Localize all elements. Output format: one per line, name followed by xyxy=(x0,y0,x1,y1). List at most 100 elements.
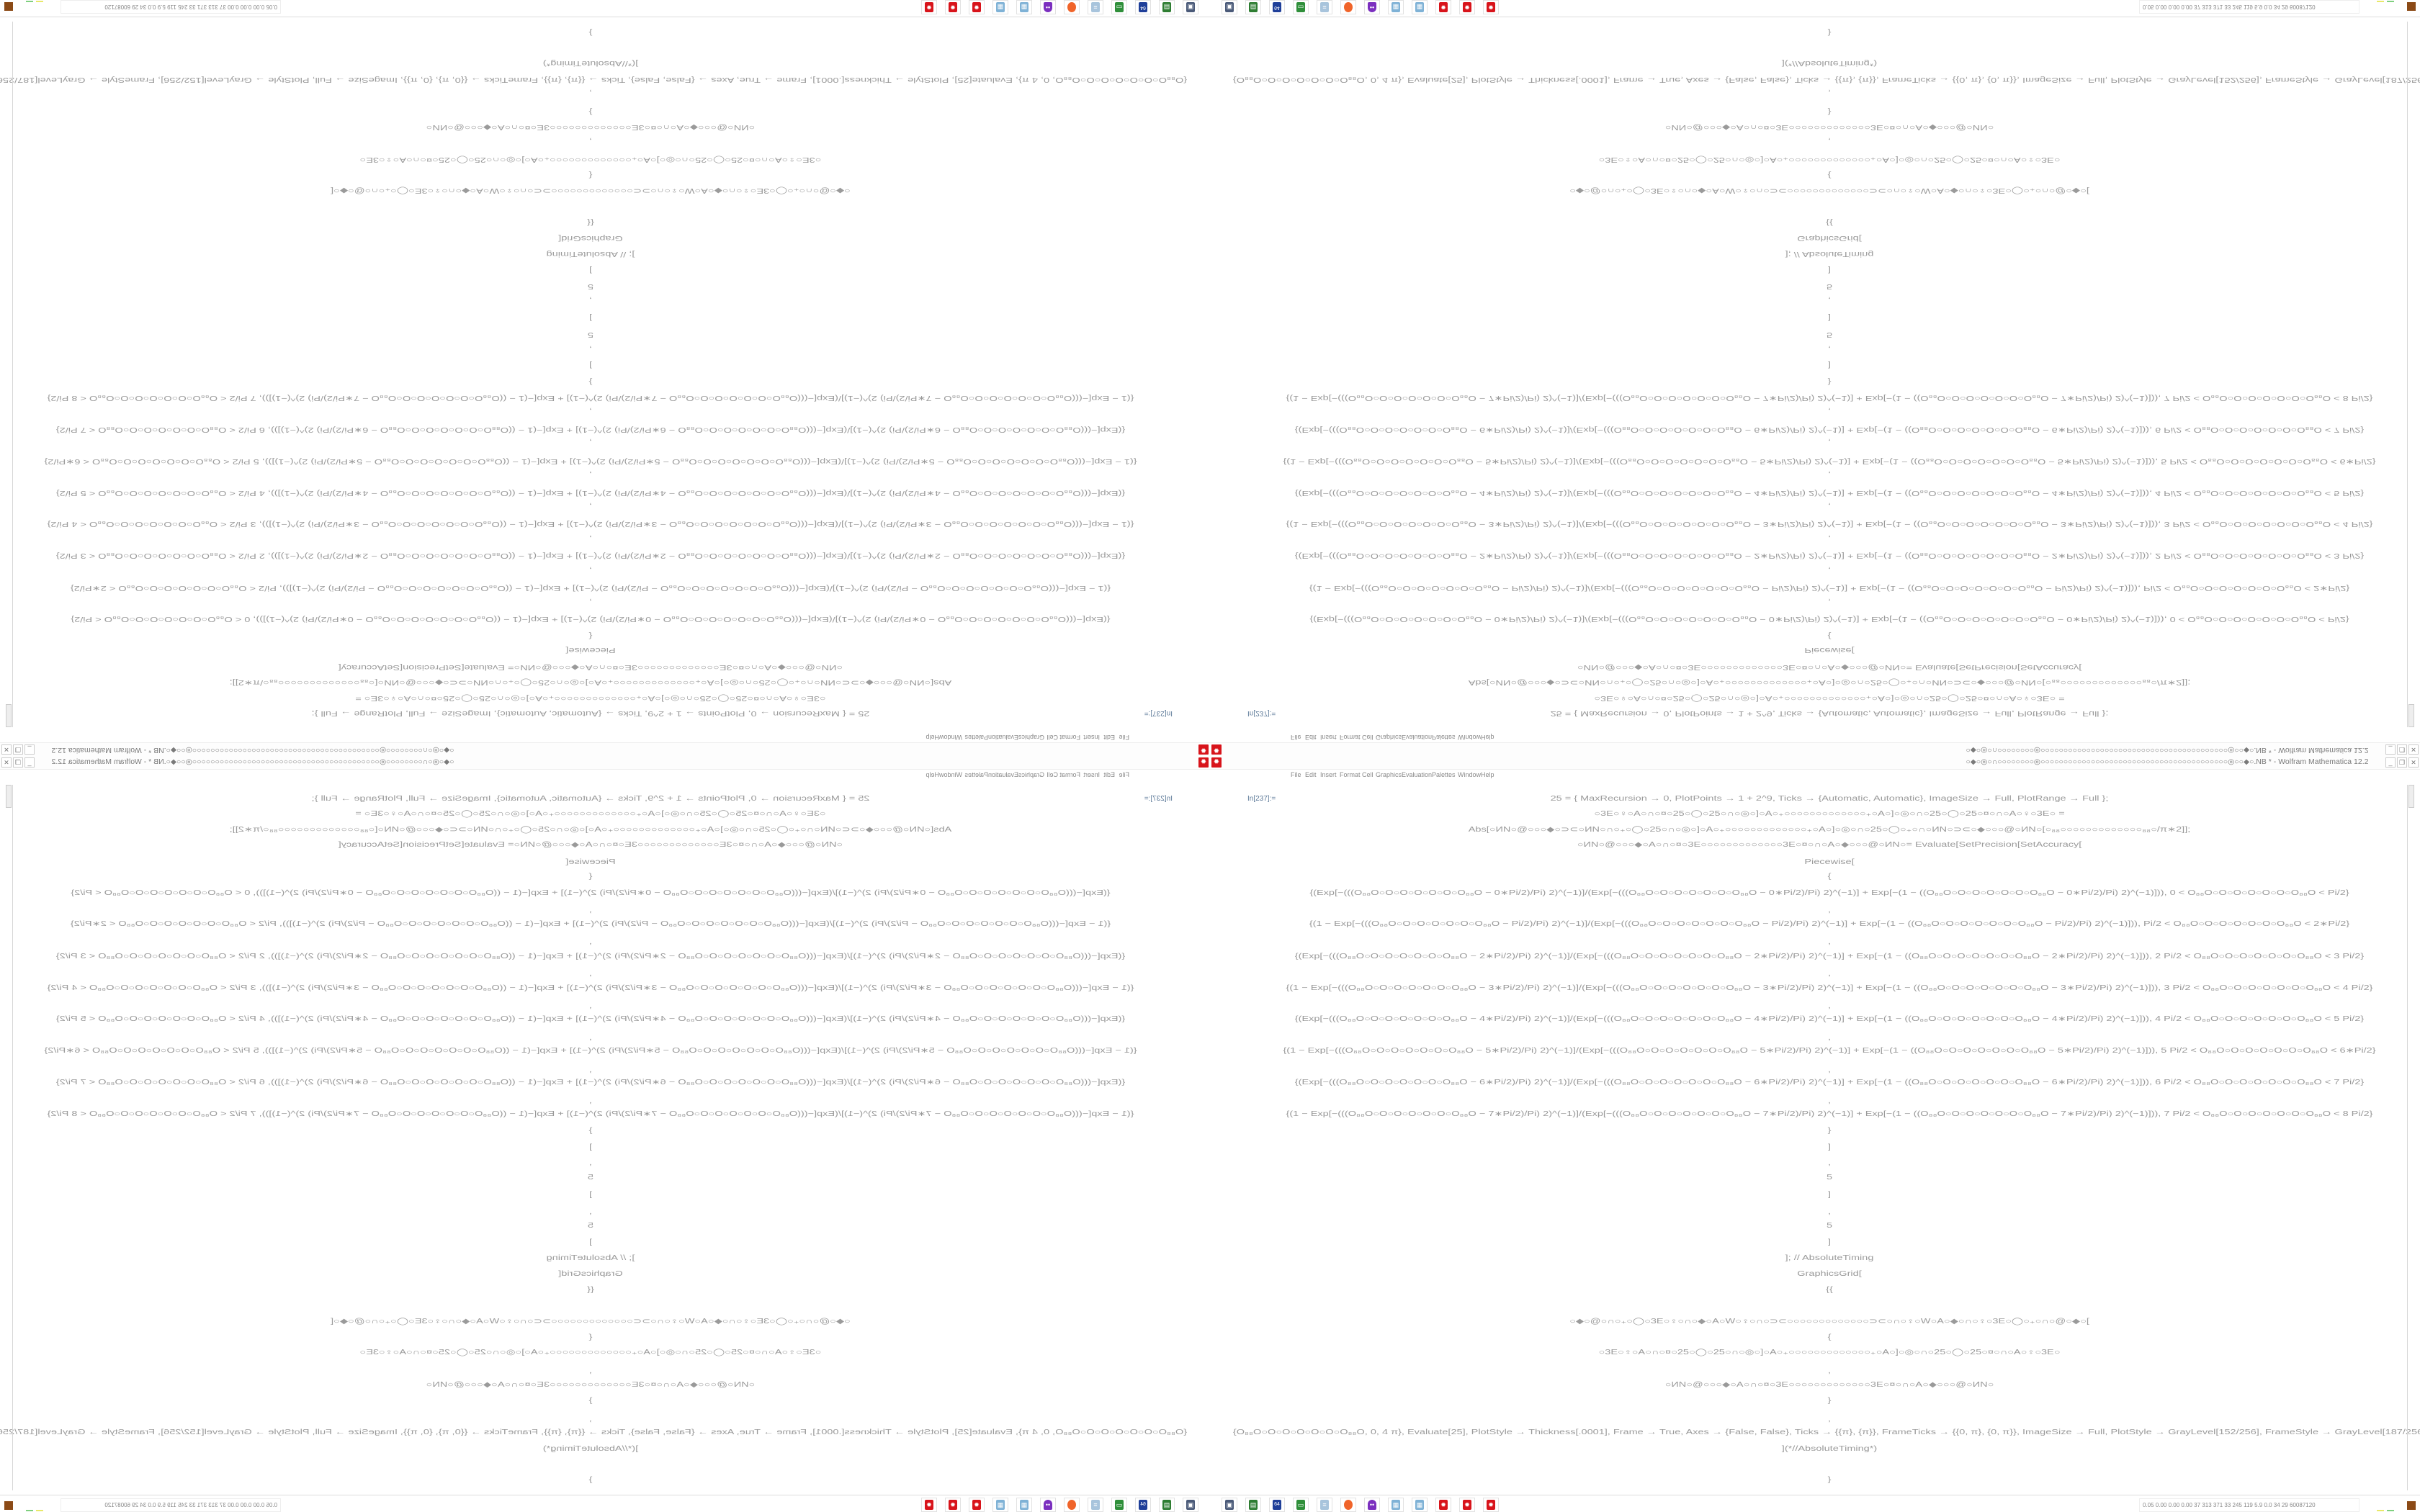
taskbar-terminal[interactable]: ▭ xyxy=(1111,0,1127,14)
taskbar-terminal[interactable]: ▭ xyxy=(1293,1498,1309,1512)
menu-file[interactable]: File xyxy=(1119,771,1129,778)
menu-window[interactable]: Window xyxy=(938,734,962,741)
menu-evaluation[interactable]: Evaluation xyxy=(987,734,1018,741)
taskbar-notepad[interactable]: ≡ xyxy=(1088,0,1103,14)
taskbar-floppy[interactable]: 64 xyxy=(1135,1498,1151,1512)
taskbar-calculator[interactable]: ▦ xyxy=(1016,1498,1032,1512)
taskbar-mathematica[interactable]: ✹ xyxy=(945,1498,961,1512)
taskbar-terminal[interactable]: ▭ xyxy=(1111,1498,1127,1512)
close-button[interactable]: ✕ xyxy=(2408,757,2419,768)
menu-palettes[interactable]: Palettes xyxy=(964,734,988,741)
menu-format[interactable]: Format xyxy=(1340,771,1361,778)
menu-palettes[interactable]: Palettes xyxy=(1432,771,1456,778)
minimize-button[interactable]: _ xyxy=(2385,757,2396,768)
taskbar-green-device[interactable]: ▤ xyxy=(1159,1498,1175,1512)
taskbar-video-monitor[interactable]: ▣ xyxy=(1222,0,1237,14)
menu-evaluation[interactable]: Evaluation xyxy=(1402,734,1433,741)
vertical-scrollbar[interactable] xyxy=(2407,22,2414,727)
taskbar-calculator[interactable]: ▦ xyxy=(992,0,1008,14)
minimize-button[interactable]: _ xyxy=(24,744,35,755)
menu-cell[interactable]: Cell xyxy=(1047,771,1058,778)
taskbar-terminal[interactable]: ▭ xyxy=(1293,0,1309,14)
menu-edit[interactable]: Edit xyxy=(1305,771,1317,778)
taskbar-firefox[interactable] xyxy=(1064,0,1080,14)
menu-file[interactable]: File xyxy=(1291,771,1301,778)
menu-format[interactable]: Format xyxy=(1059,734,1080,741)
menu-insert[interactable]: Insert xyxy=(1320,734,1337,741)
taskbar-floppy[interactable]: 64 xyxy=(1269,0,1285,14)
menu-edit[interactable]: Edit xyxy=(1103,734,1115,741)
taskbar-notepad[interactable]: ≡ xyxy=(1317,0,1332,14)
taskbar-mathematica[interactable]: ✹ xyxy=(1435,1498,1451,1512)
taskbar-firefox[interactable] xyxy=(1064,1498,1080,1512)
vertical-scrollbar[interactable] xyxy=(6,22,13,727)
menu-cell[interactable]: Cell xyxy=(1362,734,1373,741)
taskbar-ghost-app[interactable]: •• xyxy=(1040,1498,1056,1512)
taskbar-mathematica[interactable]: ✹ xyxy=(1483,0,1499,14)
menu-cell[interactable]: Cell xyxy=(1047,734,1058,741)
menu-format[interactable]: Format xyxy=(1059,771,1080,778)
scrollbar-thumb[interactable] xyxy=(2408,785,2414,808)
restore-button[interactable]: ❐ xyxy=(2397,744,2407,755)
menu-file[interactable]: File xyxy=(1119,734,1129,741)
menu-insert[interactable]: Insert xyxy=(1320,771,1337,778)
menu-evaluation[interactable]: Evaluation xyxy=(987,771,1018,778)
menu-graphics[interactable]: Graphics xyxy=(1018,734,1044,741)
menu-evaluation[interactable]: Evaluation xyxy=(1402,771,1433,778)
menu-palettes[interactable]: Palettes xyxy=(1432,734,1456,741)
taskbar-video-monitor[interactable]: ▣ xyxy=(1183,0,1198,14)
restore-button[interactable]: ❐ xyxy=(13,757,23,768)
close-button[interactable]: ✕ xyxy=(2408,744,2419,755)
close-button[interactable]: ✕ xyxy=(1,757,12,768)
menu-help[interactable]: Help xyxy=(1481,771,1494,778)
taskbar-mathematica[interactable]: ✹ xyxy=(969,0,985,14)
scrollbar-thumb[interactable] xyxy=(2408,704,2414,727)
taskbar-ghost-app[interactable]: •• xyxy=(1040,0,1056,14)
menu-graphics[interactable]: Graphics xyxy=(1018,771,1044,778)
close-button[interactable]: ✕ xyxy=(1,744,12,755)
restore-button[interactable]: ❐ xyxy=(2397,757,2407,768)
taskbar-mathematica[interactable]: ✹ xyxy=(1483,1498,1499,1512)
vertical-scrollbar[interactable] xyxy=(6,785,13,1490)
menu-edit[interactable]: Edit xyxy=(1305,734,1317,741)
menu-help[interactable]: Help xyxy=(926,734,939,741)
taskbar-notepad[interactable]: ≡ xyxy=(1088,1498,1103,1512)
menu-insert[interactable]: Insert xyxy=(1083,734,1100,741)
taskbar-mathematica[interactable]: ✹ xyxy=(945,0,961,14)
menu-window[interactable]: Window xyxy=(938,771,962,778)
taskbar-mathematica[interactable]: ✹ xyxy=(1459,0,1475,14)
taskbar-green-device[interactable]: ▤ xyxy=(1245,1498,1261,1512)
taskbar-ghost-app[interactable]: •• xyxy=(1364,1498,1380,1512)
menu-format[interactable]: Format xyxy=(1340,734,1361,741)
taskbar-mathematica[interactable]: ✹ xyxy=(921,1498,937,1512)
menu-graphics[interactable]: Graphics xyxy=(1376,734,1402,741)
taskbar-mathematica[interactable]: ✹ xyxy=(969,1498,985,1512)
menu-cell[interactable]: Cell xyxy=(1362,771,1373,778)
taskbar-mathematica[interactable]: ✹ xyxy=(1435,0,1451,14)
restore-button[interactable]: ❐ xyxy=(13,744,23,755)
menu-file[interactable]: File xyxy=(1291,734,1301,741)
taskbar-calculator[interactable]: ▦ xyxy=(1388,1498,1404,1512)
taskbar-calculator[interactable]: ▦ xyxy=(1412,0,1428,14)
menu-edit[interactable]: Edit xyxy=(1103,771,1115,778)
taskbar-floppy[interactable]: 64 xyxy=(1269,1498,1285,1512)
taskbar-mathematica[interactable]: ✹ xyxy=(921,0,937,14)
menu-help[interactable]: Help xyxy=(1481,734,1494,741)
scrollbar-thumb[interactable] xyxy=(6,785,12,808)
menu-palettes[interactable]: Palettes xyxy=(964,771,988,778)
taskbar-calculator[interactable]: ▦ xyxy=(1388,0,1404,14)
menu-window[interactable]: Window xyxy=(1458,734,1482,741)
menu-graphics[interactable]: Graphics xyxy=(1376,771,1402,778)
taskbar-firefox[interactable] xyxy=(1340,1498,1356,1512)
menu-help[interactable]: Help xyxy=(926,771,939,778)
scrollbar-thumb[interactable] xyxy=(6,704,12,727)
taskbar-green-device[interactable]: ▤ xyxy=(1159,0,1175,14)
minimize-button[interactable]: _ xyxy=(24,757,35,768)
taskbar-video-monitor[interactable]: ▣ xyxy=(1183,1498,1198,1512)
vertical-scrollbar[interactable] xyxy=(2407,785,2414,1490)
minimize-button[interactable]: _ xyxy=(2385,744,2396,755)
taskbar-mathematica[interactable]: ✹ xyxy=(1459,1498,1475,1512)
taskbar-video-monitor[interactable]: ▣ xyxy=(1222,1498,1237,1512)
taskbar-calculator[interactable]: ▦ xyxy=(1412,1498,1428,1512)
taskbar-calculator[interactable]: ▦ xyxy=(1016,0,1032,14)
